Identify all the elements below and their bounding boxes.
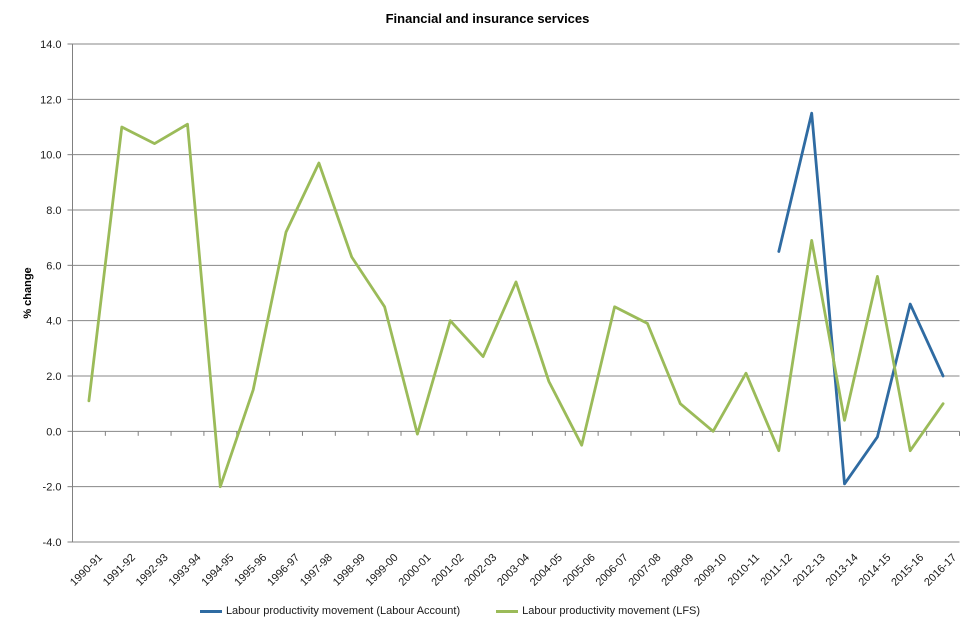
legend-item-labour-account: Labour productivity movement (Labour Acc… bbox=[199, 605, 461, 617]
legend-label-labour-account: Labour productivity movement (Labour Acc… bbox=[225, 605, 461, 617]
legend-item-lfs: Labour productivity movement (LFS) bbox=[496, 605, 700, 617]
x-tick-label: 2012-13 bbox=[791, 552, 828, 589]
x-tick-label: 2010-11 bbox=[726, 552, 762, 588]
legend-label-lfs: Labour productivity movement (LFS) bbox=[522, 605, 701, 617]
legend-swatch-labour-account-icon bbox=[199, 609, 222, 613]
y-tick-label: 4.0 bbox=[46, 316, 61, 328]
x-tick-label: 2001-02 bbox=[429, 552, 466, 589]
series-line-lfs bbox=[87, 122, 945, 489]
y-tick-label: 12.0 bbox=[40, 94, 61, 106]
x-tick-label: 1999-00 bbox=[364, 552, 401, 589]
x-tick-label: 2016-17 bbox=[922, 552, 959, 589]
x-tick-label: 2015-16 bbox=[889, 552, 926, 589]
y-tick-label: 14.0 bbox=[40, 39, 61, 51]
series-line-labour-account bbox=[777, 111, 945, 486]
x-tick-label: 1991-92 bbox=[101, 552, 138, 589]
x-tick-label: 2011-12 bbox=[758, 552, 794, 588]
x-tick-label: 2009-10 bbox=[692, 552, 729, 589]
y-tick-label: -4.0 bbox=[43, 537, 62, 549]
x-tick-label: 1998-99 bbox=[331, 552, 368, 589]
y-tick-label: 0.0 bbox=[46, 426, 61, 438]
y-tick-label: 6.0 bbox=[46, 260, 61, 272]
legend-swatch-lfs-icon bbox=[496, 609, 519, 613]
chart-title: Financial and insurance services bbox=[385, 11, 590, 26]
x-tick-label: 2003-04 bbox=[495, 552, 532, 589]
x-tick-label: 2013-14 bbox=[824, 552, 861, 589]
x-tick-label: 1997-98 bbox=[298, 552, 335, 589]
x-tick-label: 2014-15 bbox=[856, 552, 893, 589]
x-tick-label: 2002-03 bbox=[462, 552, 499, 589]
y-tick-label: 2.0 bbox=[46, 371, 61, 383]
x-tick-label: 1992-93 bbox=[134, 552, 171, 589]
x-tick-label: 1990-91 bbox=[68, 552, 105, 589]
x-tick-label: 2005-06 bbox=[561, 552, 598, 589]
x-tick-label: 1994-95 bbox=[199, 552, 236, 589]
x-tick-label: 1995-96 bbox=[232, 552, 269, 589]
x-tick-label: 2004-05 bbox=[528, 552, 565, 589]
x-tick-label: 2006-07 bbox=[594, 552, 631, 589]
x-tick-label: 2000-01 bbox=[397, 552, 434, 589]
y-tick-label: 10.0 bbox=[40, 150, 61, 162]
x-tick-label: 1996-97 bbox=[265, 552, 302, 589]
y-tick-label: 8.0 bbox=[46, 205, 61, 217]
x-tick-label: 2008-09 bbox=[659, 552, 696, 589]
x-tick-label: 1993-94 bbox=[167, 552, 204, 589]
y-tick-label: -2.0 bbox=[43, 482, 62, 494]
x-tick-label: 2007-08 bbox=[626, 552, 663, 589]
legend: Labour productivity movement (Labour Acc… bbox=[0, 605, 900, 617]
